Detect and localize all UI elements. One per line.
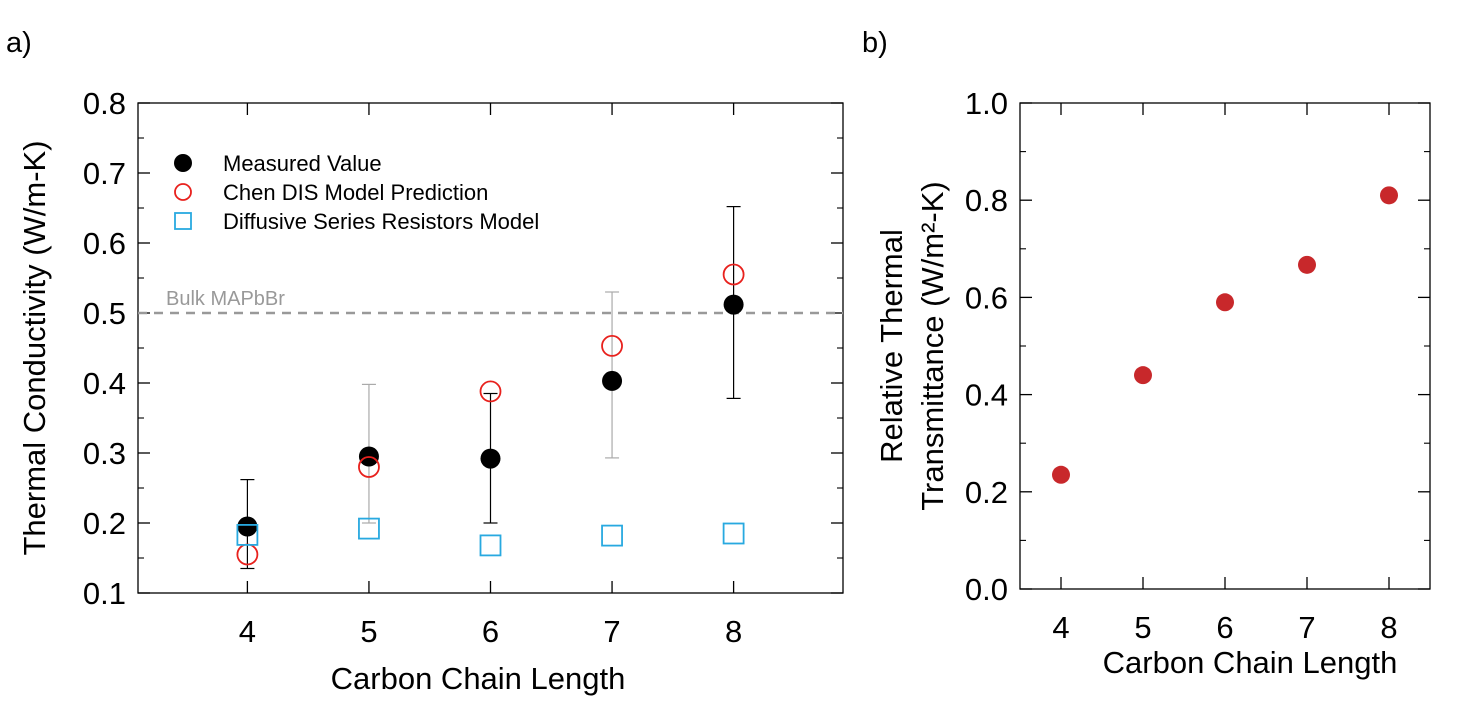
x-tick-label: 6 bbox=[482, 614, 499, 649]
x-tick-label: 8 bbox=[725, 614, 742, 649]
data-point-open-circle bbox=[358, 456, 380, 478]
y-tick-label: 0.2 bbox=[83, 506, 126, 541]
y-tick-label: 0.4 bbox=[83, 366, 126, 401]
data-point-open-circle bbox=[601, 334, 623, 357]
x-tick-label: 8 bbox=[1380, 610, 1397, 645]
y-tick-label: 0.6 bbox=[965, 280, 1008, 315]
x-tick-label: 5 bbox=[1134, 610, 1151, 645]
data-point-filled bbox=[1052, 465, 1070, 484]
data-point-open-square bbox=[479, 534, 502, 557]
data-point-filled bbox=[1134, 366, 1152, 385]
panel-b-label: b) bbox=[862, 27, 888, 59]
data-point-filled bbox=[602, 370, 623, 391]
chart-b: 0.0 0.2 0.4 0.6 0.8 1.0 4 5 6 7 8 Carbon Chain Le… bbox=[874, 86, 1431, 680]
chart-b-frame bbox=[1019, 102, 1431, 590]
data-point-filled bbox=[723, 294, 744, 315]
y-tick-label: 0.6 bbox=[83, 226, 126, 261]
y-tick-label: 0.5 bbox=[83, 296, 126, 331]
x-tick-label: 7 bbox=[603, 614, 620, 649]
data-point-open-square bbox=[601, 524, 623, 547]
legend-marker-open-square bbox=[174, 212, 192, 230]
legend-marker-filled-circle bbox=[174, 154, 192, 172]
data-point-filled bbox=[1380, 186, 1398, 205]
chart-b-y-axis-label-line2: Transmittance (W/m²-K) bbox=[915, 181, 950, 511]
x-tick-label: 6 bbox=[1216, 610, 1233, 645]
chart-a: 0.1 0.2 0.3 0.4 0.5 0.6 0.7 0.8 4 5 6 7 8 Bulk MAPb… bbox=[17, 86, 844, 696]
data-point-filled bbox=[237, 516, 258, 537]
chart-a-y-axis-label: Thermal Conductivity (W/m-K) bbox=[17, 140, 52, 555]
chart-b-y-axis-label-line1: Relative Thermal bbox=[874, 229, 909, 463]
y-tick-label: 0.8 bbox=[965, 183, 1008, 218]
x-tick-label: 7 bbox=[1298, 610, 1315, 645]
x-tick-label: 4 bbox=[1052, 610, 1069, 645]
legend-label: Measured Value bbox=[223, 151, 382, 176]
y-tick-label: 0.4 bbox=[965, 378, 1008, 413]
y-tick-label: 0.1 bbox=[83, 576, 126, 611]
data-point-open-square bbox=[236, 524, 259, 546]
legend: Measured Value Chen DIS Model Prediction D… bbox=[174, 151, 539, 234]
x-tick-label: 4 bbox=[239, 614, 256, 649]
x-tick-label: 5 bbox=[360, 614, 377, 649]
data-point-open-square bbox=[722, 522, 745, 545]
legend-label: Diffusive Series Resistors Model bbox=[223, 209, 539, 234]
data-point-filled bbox=[480, 448, 501, 469]
data-point-open-circle bbox=[722, 263, 745, 286]
y-tick-label: 0.2 bbox=[965, 475, 1008, 510]
y-tick-label: 0.7 bbox=[83, 156, 126, 191]
y-tick-label: 0.0 bbox=[965, 572, 1008, 607]
chart-a-x-axis-label: Carbon Chain Length bbox=[331, 661, 626, 696]
legend-label: Chen DIS Model Prediction bbox=[223, 180, 488, 205]
data-point-filled bbox=[1298, 255, 1316, 274]
bulk-reference-label: Bulk MAPbBr bbox=[166, 288, 285, 310]
y-tick-label: 1.0 bbox=[965, 86, 1008, 121]
data-point-filled bbox=[1216, 293, 1234, 312]
chart-b-x-axis-label: Carbon Chain Length bbox=[1103, 645, 1398, 680]
data-point-open-circle bbox=[479, 380, 502, 403]
panel-a-label: a) bbox=[6, 27, 32, 59]
legend-marker-open-circle bbox=[174, 183, 192, 201]
y-tick-label: 0.3 bbox=[83, 436, 126, 471]
data-point-open-square bbox=[358, 517, 380, 540]
y-tick-label: 0.8 bbox=[83, 86, 126, 121]
